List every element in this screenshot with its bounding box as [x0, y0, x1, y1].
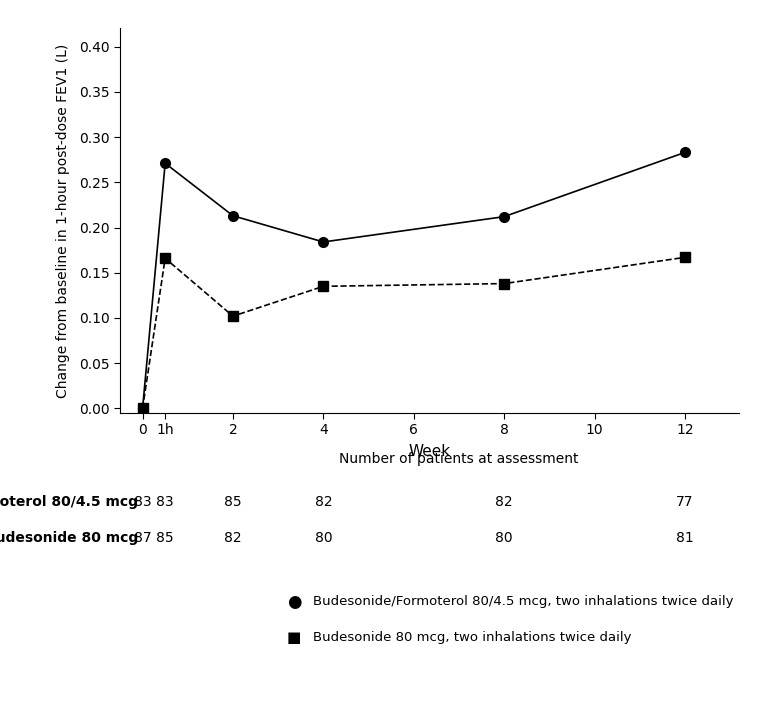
- Text: Budesonide/Formoterol 80/4.5 mcg, two inhalations twice daily: Budesonide/Formoterol 80/4.5 mcg, two in…: [313, 595, 734, 608]
- Text: 82: 82: [495, 495, 513, 509]
- Text: 81: 81: [676, 530, 694, 545]
- Text: 82: 82: [314, 495, 332, 509]
- Text: 83: 83: [134, 495, 152, 509]
- Text: Budesonide 80 mcg: Budesonide 80 mcg: [0, 530, 138, 545]
- Text: Budesonide/Formoterol 80/4.5 mcg: Budesonide/Formoterol 80/4.5 mcg: [0, 495, 138, 509]
- X-axis label: Week: Week: [409, 444, 450, 459]
- Text: 83: 83: [156, 495, 174, 509]
- Text: 82: 82: [224, 530, 241, 545]
- Text: 87: 87: [134, 530, 152, 545]
- Text: ●: ●: [287, 592, 301, 611]
- Text: Number of patients at assessment: Number of patients at assessment: [339, 452, 579, 466]
- Text: 80: 80: [314, 530, 332, 545]
- Y-axis label: Change from baseline in 1-hour post-dose FEV1 (L): Change from baseline in 1-hour post-dose…: [57, 43, 70, 398]
- Text: ■: ■: [287, 629, 301, 645]
- Text: 85: 85: [156, 530, 174, 545]
- Text: 85: 85: [224, 495, 241, 509]
- Text: 80: 80: [495, 530, 513, 545]
- Text: Budesonide 80 mcg, two inhalations twice daily: Budesonide 80 mcg, two inhalations twice…: [313, 631, 632, 644]
- Text: 77: 77: [676, 495, 694, 509]
